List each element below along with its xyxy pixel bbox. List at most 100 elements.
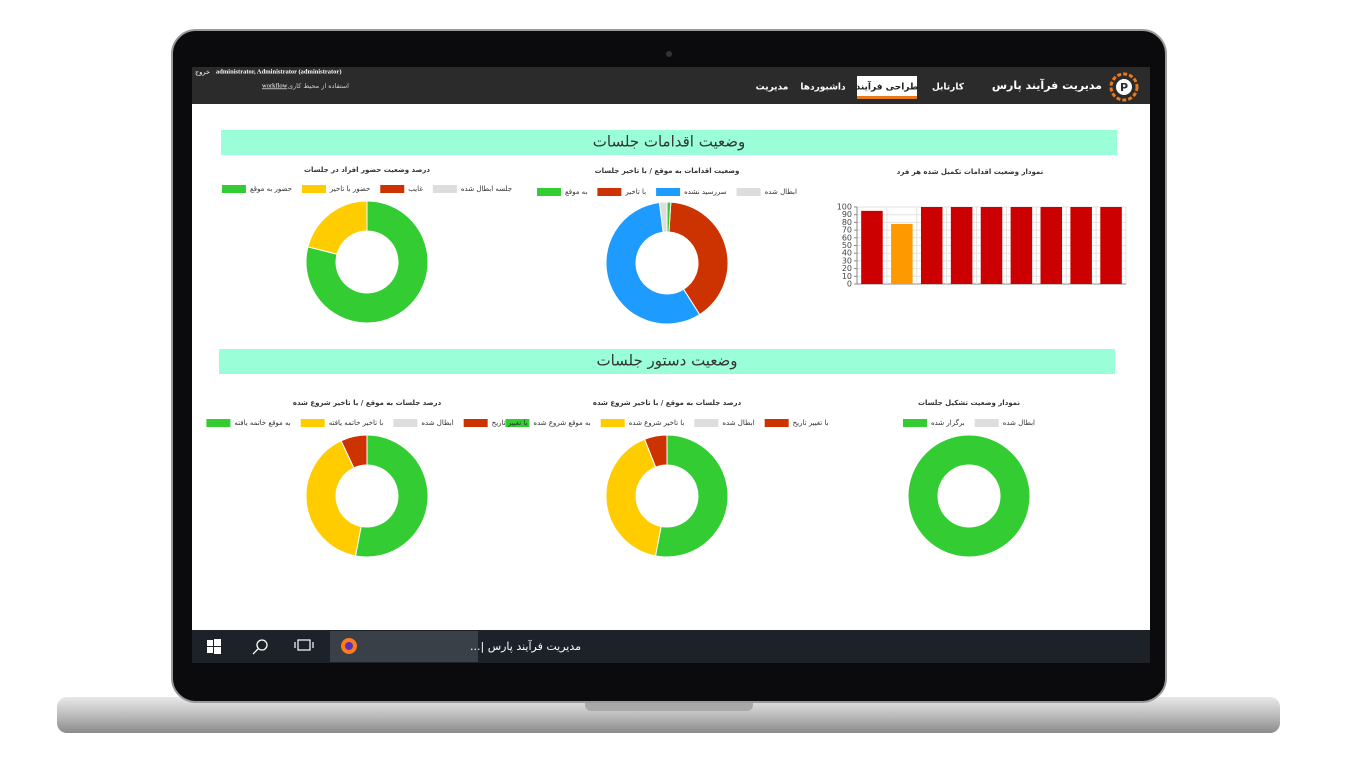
- doughnut-slice: [668, 201, 729, 316]
- bar: [891, 223, 913, 284]
- legend-swatch: [537, 188, 562, 196]
- legend-swatch: [600, 419, 625, 427]
- section-band: [221, 130, 1117, 155]
- legend-label: به موقع خاتمه یافته: [234, 419, 290, 427]
- nav-item-active: [857, 76, 917, 96]
- bar: [950, 207, 973, 284]
- navbar: [192, 67, 1150, 104]
- nav-item[interactable]: طراحی فرآیند: [856, 81, 919, 93]
- legend: با تغییر تاریخ ابطال شده با تاخیر شروع شده…: [505, 419, 829, 427]
- nav-item[interactable]: کارتابل: [932, 83, 965, 93]
- section-band: [219, 349, 1115, 374]
- workspace-prefix: استفاده از محیط کاری: [288, 82, 349, 90]
- bar: [1070, 207, 1092, 284]
- search-button[interactable]: [252, 639, 268, 655]
- y-tick-label: 20: [842, 264, 852, 273]
- legend-label: با تاخیر: [624, 188, 646, 196]
- y-tick-label: 90: [842, 210, 852, 219]
- legend-label: ابطال شده: [722, 419, 754, 427]
- y-tick-label: 10: [842, 272, 852, 281]
- legend-label: برگزار شده: [931, 418, 965, 427]
- legend-swatch: [393, 419, 418, 427]
- legend: ابطال شده برگزار شده: [902, 418, 1035, 427]
- doughnut-slice: [907, 434, 1031, 558]
- doughnut-slice: [654, 434, 729, 558]
- brand[interactable]: مدیریت فرآیند پارس: [992, 78, 1102, 92]
- bar: [1100, 207, 1122, 284]
- webcam: [666, 51, 672, 57]
- legend-swatch: [463, 419, 488, 427]
- legend-swatch: [902, 419, 927, 427]
- doughnut-slice: [305, 200, 429, 324]
- legend-swatch: [656, 188, 681, 196]
- chart-title: نمودار وضعیت اقدامات تکمیل شده هر فرد: [897, 168, 1044, 176]
- legend-label: با تاخیر شروع شده: [629, 419, 685, 427]
- bar: [1040, 207, 1063, 284]
- svg-text:P: P: [1120, 81, 1128, 94]
- y-tick-label: 40: [842, 249, 852, 258]
- bar: [861, 210, 883, 284]
- legend: جلسه ابطال شده غایب حضور با تاخیر حضور به م…: [221, 185, 512, 193]
- bar: [1010, 207, 1033, 284]
- section-title: وضعیت دستور جلسات: [596, 352, 737, 370]
- legend-swatch: [694, 419, 719, 427]
- start-button[interactable]: [207, 639, 221, 654]
- legend-label: با تغییر تاریخ: [793, 419, 829, 427]
- doughnut-slice: [605, 201, 701, 325]
- taskbar-window-title: مدیریت فرآیند پارس |...: [470, 639, 581, 653]
- legend-swatch: [301, 185, 326, 193]
- chart-title: درصد جلسات به موقع / با تاخیر شروع شده: [593, 399, 742, 407]
- legend: با تغییر تاریخ ابطال شده با تاخیر خاتمه یا…: [206, 419, 528, 427]
- logout-link[interactable]: خروج: [195, 68, 210, 76]
- legend-label: با تاخیر خاتمه یافته: [329, 419, 384, 427]
- chart-title: نمودار وضعیت تشکیل جلسات: [918, 399, 1020, 407]
- legend-swatch: [505, 419, 530, 427]
- chart-title: درصد وضعیت حضور افراد در جلسات: [304, 166, 430, 174]
- legend-label: با تغییر تاریخ: [492, 419, 528, 427]
- y-tick-label: 0: [847, 280, 852, 289]
- bar: [920, 207, 943, 284]
- legend-swatch: [597, 188, 622, 196]
- task-view-button[interactable]: [294, 639, 314, 651]
- brand-logo: P: [1109, 72, 1139, 102]
- legend-swatch: [300, 419, 325, 427]
- legend-swatch: [221, 185, 246, 193]
- section-title: وضعیت اقدامات جلسات: [593, 133, 745, 151]
- legend-label: حضور با تاخیر: [329, 185, 370, 193]
- y-tick-label: 70: [842, 226, 852, 235]
- legend-swatch: [736, 188, 761, 196]
- y-tick-label: 60: [842, 233, 852, 242]
- nav-item[interactable]: مدیریت: [756, 83, 789, 93]
- doughnut-slice: [666, 201, 672, 233]
- legend-label: به موقع: [565, 188, 587, 196]
- nav-menu: کارتابل طراحی فرآیند داشبوردها مدیریت: [756, 76, 965, 99]
- doughnut-slice: [305, 440, 362, 557]
- legend-label: حضور به موقع: [250, 185, 292, 193]
- y-tick-label: 50: [842, 241, 852, 250]
- legend-swatch: [432, 185, 457, 193]
- legend-swatch: [764, 419, 789, 427]
- user-name: administrator, Administrator (administra…: [216, 68, 341, 75]
- legend-label: جلسه ابطال شده: [461, 185, 512, 193]
- y-tick-label: 30: [842, 256, 852, 265]
- doughnut-slice: [605, 438, 662, 557]
- legend-label: غایب: [408, 185, 423, 193]
- legend-swatch: [380, 185, 405, 193]
- doughnut-slice: [354, 434, 429, 558]
- nav-item-underline: [857, 96, 917, 99]
- legend: ابطال شده سررسید نشده با تاخیر به موقع: [537, 188, 797, 196]
- legend-swatch: [206, 419, 231, 427]
- legend-label: ابطال شده: [1003, 419, 1035, 427]
- laptop-base: [57, 697, 1280, 733]
- legend-swatch: [974, 419, 999, 427]
- chart-title: درصد جلسات به موقع / با تاخیر شروع شده: [293, 399, 442, 407]
- y-tick-label: 80: [842, 218, 852, 227]
- legend-label: ابطال شده: [421, 419, 453, 427]
- firefox-icon-core: [345, 642, 353, 650]
- workspace-link[interactable]: workflow: [262, 82, 288, 89]
- nav-item[interactable]: داشبوردها: [800, 83, 846, 93]
- bar: [980, 207, 1003, 284]
- y-tick-label: 100: [837, 203, 852, 212]
